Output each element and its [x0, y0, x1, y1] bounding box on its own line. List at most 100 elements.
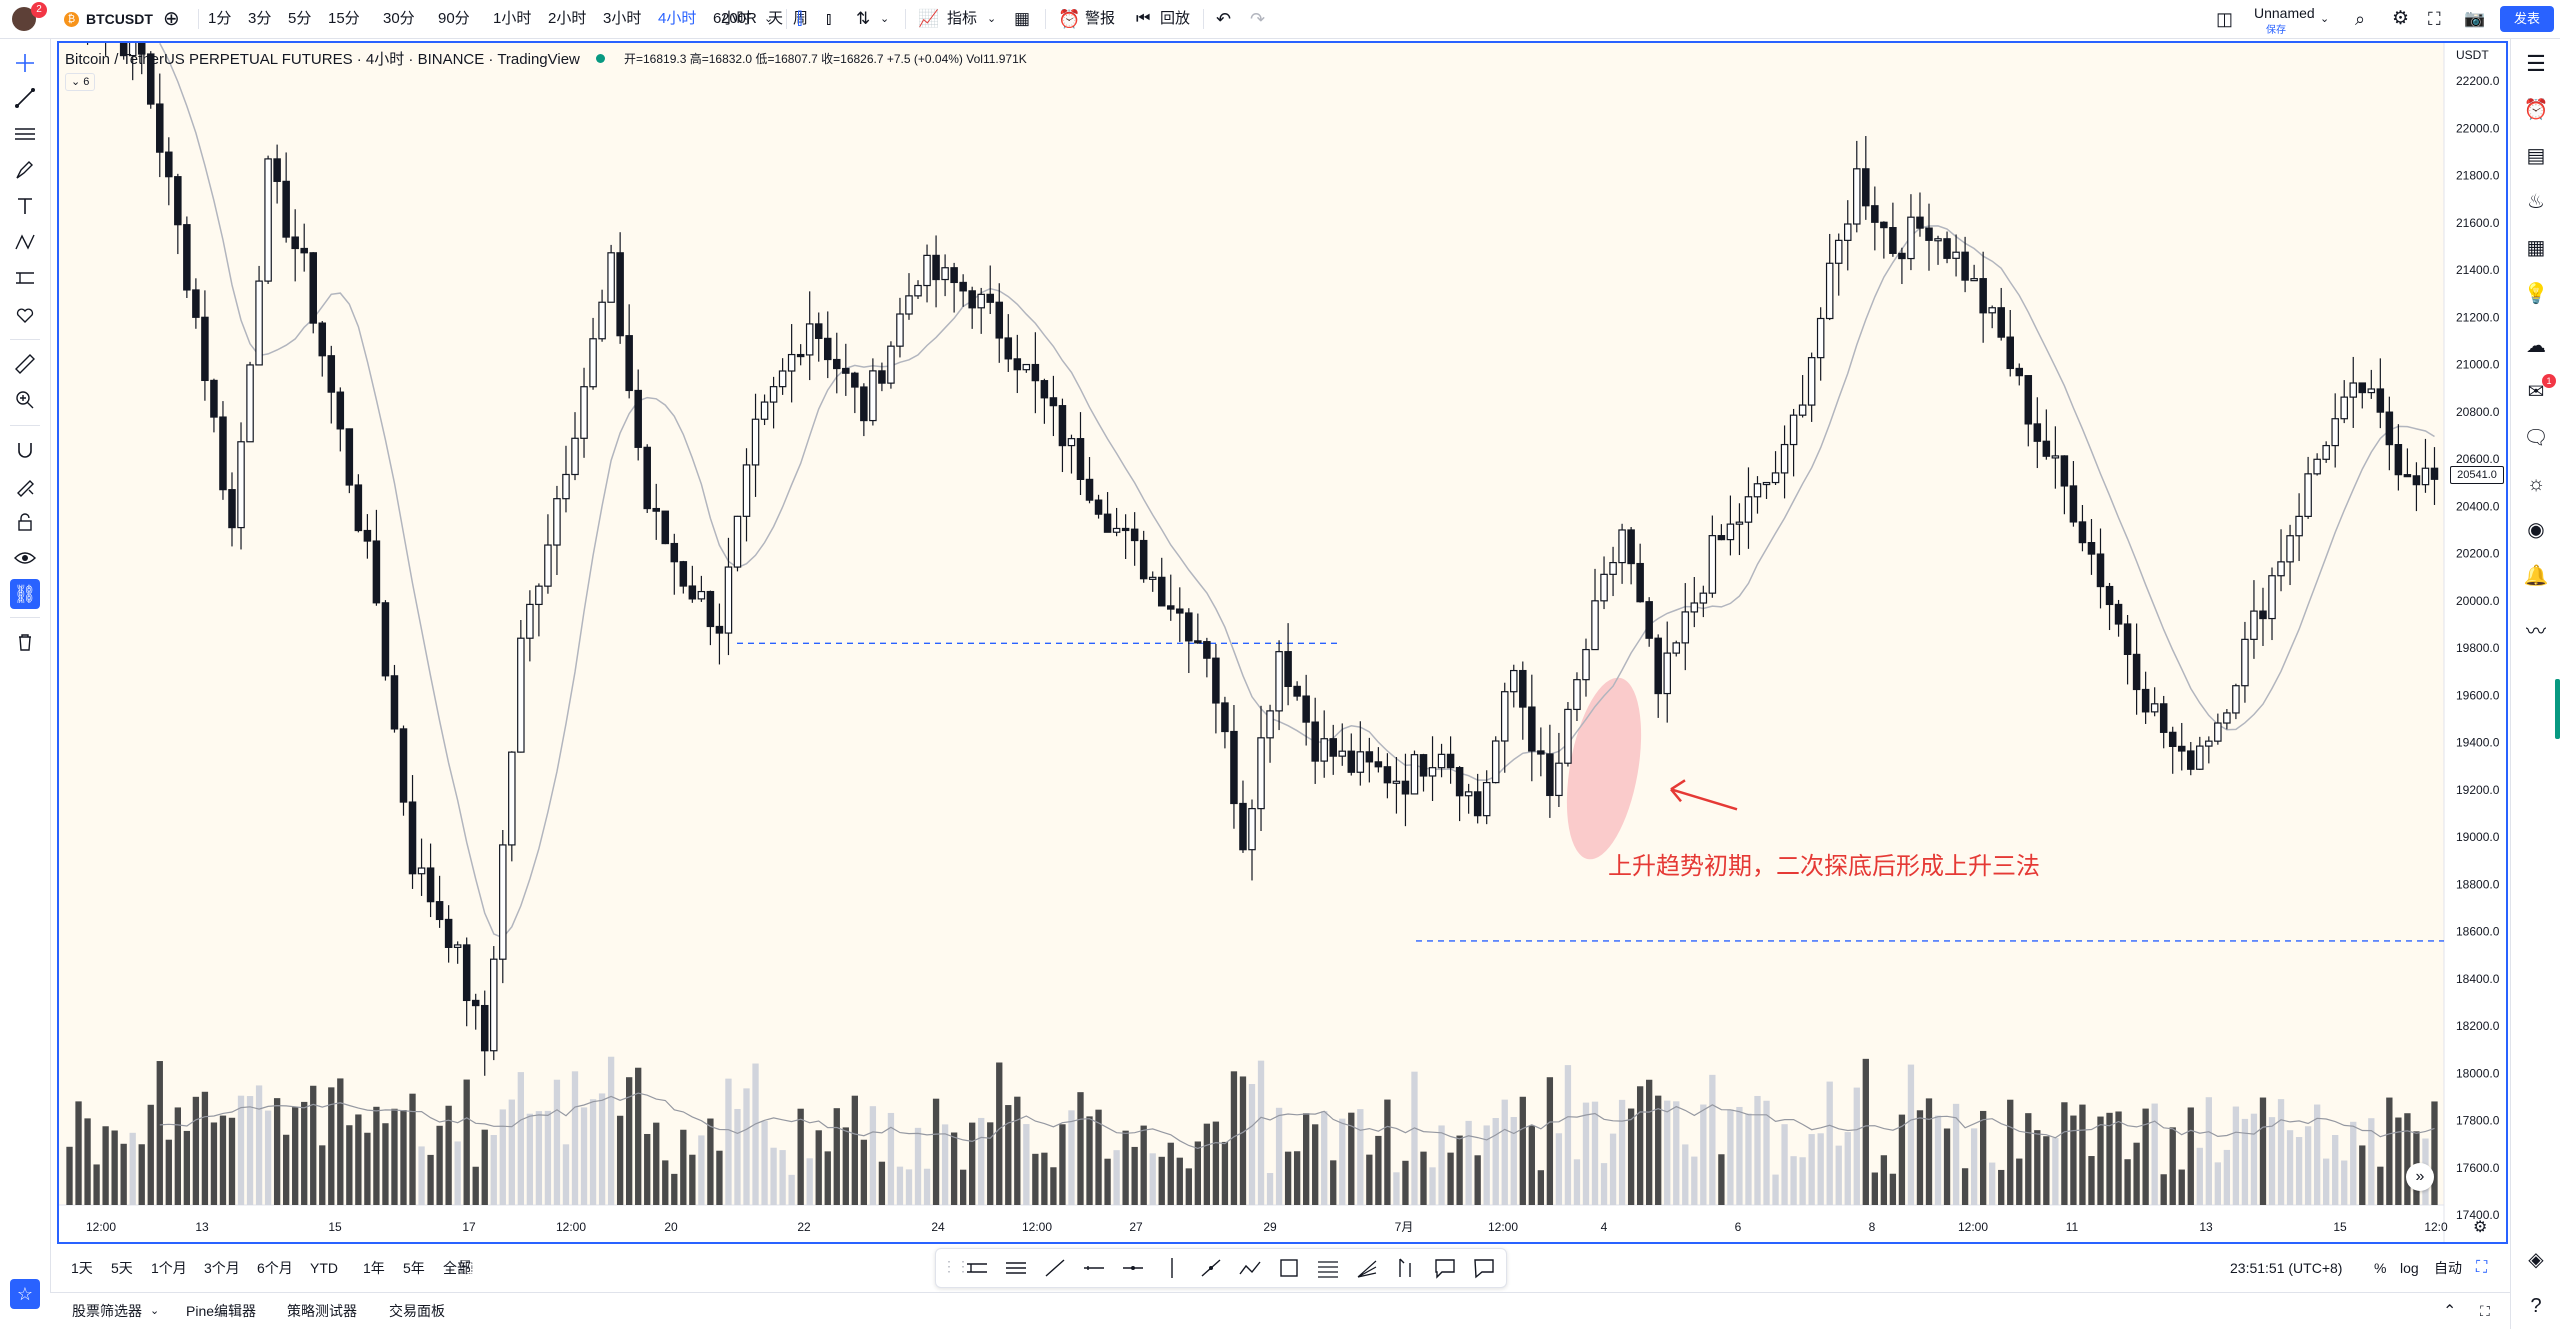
interval-2[interactable]: 5分	[288, 10, 312, 27]
symbol-search-button[interactable]: BTCUSDT	[86, 11, 153, 27]
price-chart[interactable]: 22200.0 22000.0 21800.0 21600.0 21400.0 21200…	[59, 43, 2506, 1242]
magnet-icon[interactable]	[10, 435, 40, 465]
compare-symbol-icon[interactable]: ⊕	[163, 8, 180, 30]
range-5[interactable]: YTD	[310, 1260, 338, 1276]
panel-tab-strategy-tester[interactable]: 策略测试器	[287, 1303, 357, 1319]
panel-tab-trading-panel[interactable]: 交易面板	[389, 1303, 445, 1319]
interval-11[interactable]: 天	[768, 10, 784, 27]
calendar-icon[interactable]: ▦	[2526, 237, 2546, 259]
layout-panels-icon[interactable]: ◫	[2216, 9, 2234, 29]
panel-tab-screener[interactable]: 股票筛选器	[72, 1303, 142, 1319]
alert-button[interactable]: 警报	[1085, 10, 1116, 27]
publish-button[interactable]: 发表	[2500, 6, 2554, 32]
pulse-icon[interactable]: 〰	[2526, 621, 2546, 643]
chevron-down-icon[interactable]: ⌄	[764, 13, 774, 25]
rectangle-icon[interactable]	[1276, 1255, 1302, 1281]
object-tree-icon[interactable]: ◈	[2528, 1249, 2544, 1271]
legend-collapse-button[interactable]: ⌄ 6	[65, 73, 96, 91]
eye-icon[interactable]	[10, 543, 40, 573]
undo-icon[interactable]: ↶	[1216, 9, 1232, 29]
scroll-handle[interactable]	[2555, 679, 2560, 739]
lock-drawing-icon[interactable]	[10, 471, 40, 501]
range-0[interactable]: 1天	[71, 1260, 93, 1276]
zoom-in-icon[interactable]	[10, 385, 40, 415]
replay-icon[interactable]: ⏮	[1136, 10, 1151, 27]
indicators-button[interactable]: 指标	[947, 10, 978, 27]
fullscreen-chart-icon[interactable]: ⛶	[2476, 1259, 2488, 1276]
legend-title[interactable]: Bitcoin / TetherUS PERPETUAL FUTURES · 4…	[65, 51, 580, 68]
candles-chart-type-icon[interactable]: ⫿	[797, 9, 803, 28]
vertical-line-icon[interactable]	[1159, 1255, 1185, 1281]
collapse-panel-icon[interactable]: ⌃	[2443, 1303, 2457, 1320]
maximize-panel-icon[interactable]: ⛶	[2480, 1303, 2490, 1319]
messages-icon[interactable]: ✉	[2527, 381, 2545, 403]
chevron-down-icon[interactable]: ⌄	[987, 13, 997, 25]
range-6[interactable]: 1年	[363, 1260, 385, 1276]
horizontal-lines-icon[interactable]	[10, 119, 40, 149]
range-3[interactable]: 3个月	[204, 1260, 240, 1276]
replay-button[interactable]: 回放	[1160, 10, 1191, 27]
chevron-down-icon[interactable]: ⌄	[880, 13, 890, 25]
chat-icon[interactable]: ☁	[2526, 335, 2546, 357]
interval-4[interactable]: 30分	[383, 10, 415, 27]
range-1[interactable]: 5天	[111, 1260, 133, 1276]
interval-0[interactable]: 1分	[208, 10, 232, 27]
bars-chart-type-icon[interactable]: ⫾	[826, 9, 832, 28]
watchlist-star-icon[interactable]: ☆	[10, 1279, 40, 1309]
fib-fan-icon[interactable]	[1354, 1255, 1380, 1281]
path-icon[interactable]	[1237, 1255, 1263, 1281]
chart-pane[interactable]: 22200.0 22000.0 21800.0 21600.0 21400.0 21200…	[57, 41, 2508, 1244]
drag-handle-icon[interactable]: ⋮⋮	[942, 1258, 970, 1274]
alerts-clock-icon[interactable]: ⏰	[2523, 99, 2549, 121]
fullscreen-icon[interactable]: ⛶	[2428, 9, 2441, 29]
range-8[interactable]: 全部	[443, 1260, 471, 1276]
chevron-down-icon[interactable]: ⌄	[2320, 13, 2330, 25]
range-7[interactable]: 5年	[403, 1260, 425, 1276]
pattern-icon[interactable]	[10, 227, 40, 257]
ruler-icon[interactable]	[10, 349, 40, 379]
interval-8[interactable]: 3小时	[603, 10, 642, 27]
go-to-date-icon[interactable]: ⎘	[460, 1259, 473, 1276]
indicators-icon[interactable]: 📈	[918, 9, 940, 28]
horizontal-line-icon[interactable]	[1120, 1255, 1146, 1281]
interval-7[interactable]: 2小时	[548, 10, 587, 27]
chart-settings-gear-icon[interactable]: ⚙	[2473, 1219, 2488, 1236]
link-drawings-button[interactable]: ⛓	[10, 579, 40, 609]
range-2[interactable]: 1个月	[151, 1260, 187, 1276]
callout-icon[interactable]	[1432, 1255, 1458, 1281]
lock-icon[interactable]	[10, 507, 40, 537]
bars-count[interactable]: 200R	[721, 10, 757, 27]
camera-icon[interactable]: 📷	[2464, 9, 2486, 28]
clock-readout[interactable]: 23:51:51 (UTC+8)	[2230, 1260, 2343, 1276]
crosshair-icon[interactable]	[10, 48, 40, 78]
interval-9[interactable]: 4小时	[658, 10, 697, 27]
interval-12[interactable]: 周	[793, 10, 809, 27]
interval-6[interactable]: 1小时	[493, 10, 532, 27]
heikin-ashi-icon[interactable]: ⇅	[856, 9, 871, 28]
notifications-bell-icon[interactable]: 🔔	[2523, 565, 2549, 587]
log-scale-toggle[interactable]: log	[2400, 1260, 2419, 1276]
text-tool-icon[interactable]	[10, 191, 40, 221]
percent-scale-toggle[interactable]: %	[2374, 1260, 2387, 1276]
prediction-icon[interactable]	[10, 263, 40, 293]
layout-name[interactable]: Unnamed	[2254, 5, 2315, 21]
help-lightbulb-icon[interactable]: ☼	[2526, 473, 2546, 495]
alert-clock-icon[interactable]: ⏰	[1058, 9, 1081, 29]
range-4[interactable]: 6个月	[257, 1260, 293, 1276]
comment-icon[interactable]	[1471, 1255, 1497, 1281]
settings-gear-icon[interactable]: ⚙	[2392, 8, 2410, 29]
trend-angle-icon[interactable]	[1198, 1255, 1224, 1281]
interval-3[interactable]: 15分	[328, 10, 360, 27]
interval-1[interactable]: 3分	[248, 10, 272, 27]
interval-5[interactable]: 90分	[438, 10, 470, 27]
watchlist-icon[interactable]: ☰	[2526, 51, 2546, 76]
brush-icon[interactable]	[10, 155, 40, 185]
hotlists-fire-icon[interactable]: ♨	[2527, 191, 2545, 213]
scroll-to-realtime-icon[interactable]: »	[2406, 1163, 2434, 1191]
parallel-channel-icon[interactable]	[964, 1255, 990, 1281]
auto-scale-toggle[interactable]: 自动	[2434, 1260, 2462, 1276]
trash-icon[interactable]	[10, 627, 40, 657]
notes-icon[interactable]: 🗨	[2523, 427, 2549, 449]
trend-line-icon[interactable]	[10, 83, 40, 113]
help-icon[interactable]: ?	[2530, 1295, 2542, 1317]
